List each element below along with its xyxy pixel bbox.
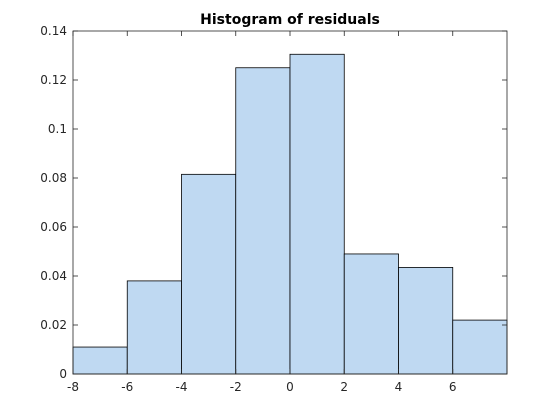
y-tick-label: 0.08 xyxy=(40,171,67,185)
y-tick-label: 0.06 xyxy=(40,220,67,234)
plot-area-frame xyxy=(72,30,508,375)
histogram-bar xyxy=(343,253,399,375)
y-tick-label: 0 xyxy=(59,367,67,381)
y-tick-label: 0.14 xyxy=(40,24,67,38)
histogram-bar xyxy=(289,53,345,375)
x-tick-label: 2 xyxy=(340,380,348,394)
histogram-bar xyxy=(126,280,182,375)
histogram-bar xyxy=(452,319,508,375)
bars-group xyxy=(72,53,508,375)
y-tick-label: 0.1 xyxy=(48,122,67,136)
histogram-bar xyxy=(235,67,291,375)
y-tick-label: 0.12 xyxy=(40,73,67,87)
x-tick-labels: -8 -6 -4 -2 0 2 4 6 xyxy=(67,380,457,394)
y-tick-label: 0.04 xyxy=(40,269,67,283)
y-tick-labels: 0 0.02 0.04 0.06 0.08 0.1 0.12 0.14 xyxy=(40,24,67,381)
x-tick-label: -2 xyxy=(230,380,242,394)
x-tick-label: 0 xyxy=(286,380,294,394)
histogram-bar xyxy=(398,267,454,375)
x-tick-label: -8 xyxy=(67,380,79,394)
y-tick-label: 0.02 xyxy=(40,318,67,332)
histogram-bar xyxy=(181,173,237,375)
x-tick-label: 4 xyxy=(395,380,403,394)
x-tick-label: 6 xyxy=(449,380,457,394)
histogram-bar xyxy=(72,346,128,375)
x-tick-label: -6 xyxy=(121,380,133,394)
x-tick-label: -4 xyxy=(176,380,188,394)
chart-title: Histogram of residuals xyxy=(200,12,380,28)
